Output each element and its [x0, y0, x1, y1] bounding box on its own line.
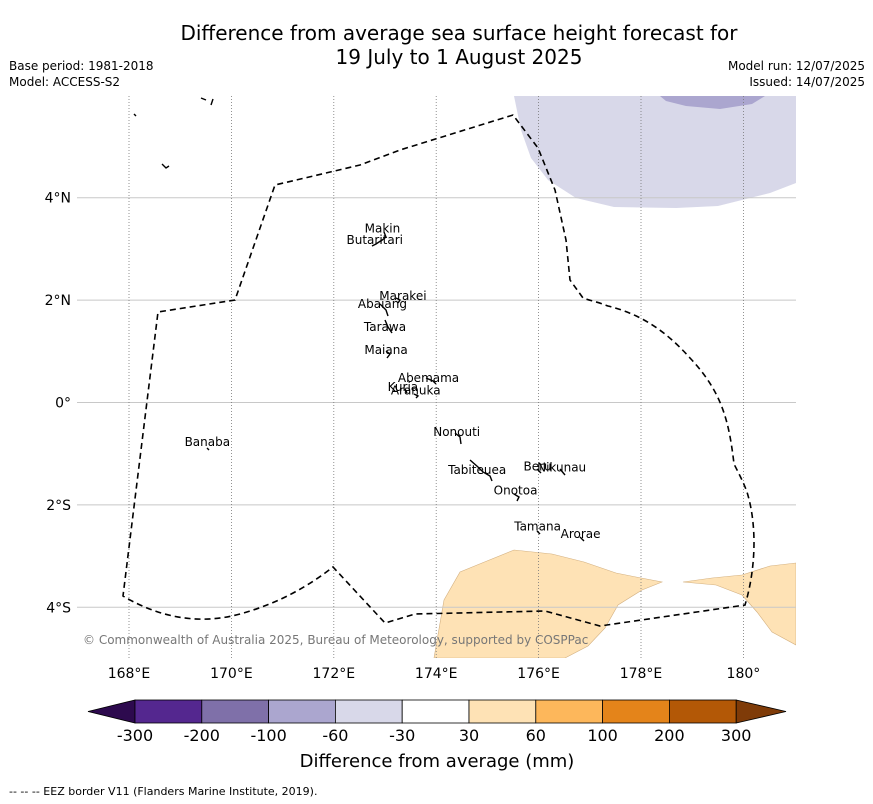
island-label-makin: Makin: [365, 222, 401, 236]
title-line-1: Difference from average sea surface heig…: [180, 21, 738, 45]
colorbar-segment: [334, 699, 403, 724]
island-onotoa-outline: [513, 493, 520, 502]
island-label-tamana: Tamana: [513, 520, 561, 534]
longitude-tick-label: 176°E: [517, 666, 560, 682]
issued-date: Issued: 14/07/2025: [749, 75, 865, 89]
colorbar-tick-label: 100: [587, 726, 618, 745]
longitude-gridlines: [128, 96, 744, 658]
longitude-tick-label: 180°: [727, 666, 761, 682]
longitude-tick-label: 174°E: [415, 666, 458, 682]
run-info: Model run: 12/07/2025 Issued: 14/07/2025: [728, 58, 865, 90]
colorbar-label: Difference from average (mm): [300, 751, 575, 772]
island-label-kuria: Kuria: [388, 380, 419, 394]
colorbar-tick-label: -60: [322, 726, 348, 745]
island-makin-outline: [380, 231, 387, 242]
latitude-tick-label: 4°S: [46, 600, 71, 616]
longitude-axis-labels: 168°E 170°E 172°E 174°E 176°E 178°E 180°: [108, 666, 761, 682]
island-banaba-outline: [206, 447, 210, 451]
island-nikunau-outline: [559, 468, 566, 476]
island-tabiteuea-outline: [469, 459, 493, 482]
island-label-butaritari: Butaritari: [347, 233, 404, 247]
eez-border: [122, 114, 755, 627]
colorbar: -300 -200 -100 -60 -30 30 60 100 200 300 Differen…: [87, 699, 787, 772]
colorbar-tick-label: 200: [654, 726, 685, 745]
island-tarawa-outline: [384, 319, 393, 334]
latitude-axis-labels: 4°N 2°N 0° 2°S 4°S: [45, 191, 72, 617]
anomaly-region-minus-30-to-60: [514, 96, 796, 208]
island-label-onotoa: Onotoa: [494, 484, 538, 498]
island-label-tabiteuea: Tabiteuea: [447, 463, 506, 477]
island-label-banaba: Banaba: [185, 435, 231, 449]
island-label-abemama: Abemama: [398, 371, 459, 385]
model-name: Model: ACCESS-S2: [9, 75, 121, 89]
colorbar-tick-labels: -300 -200 -100 -60 -30 30 60 100 200 300: [117, 726, 752, 745]
island-northwest-outline-4: [161, 163, 170, 169]
island-outlines: [133, 97, 585, 542]
colorbar-segment: [201, 699, 270, 724]
island-maiana-outline: [385, 350, 391, 359]
latitude-tick-label: 2°S: [46, 498, 71, 514]
colorbar-segment: [602, 699, 670, 724]
longitude-tick-label: 170°E: [210, 666, 253, 682]
island-label-maiana: Maiana: [364, 343, 407, 357]
longitude-tick-label: 178°E: [620, 666, 663, 682]
colorbar-tick-label: -200: [184, 726, 220, 745]
model-run: Model run: 12/07/2025: [727, 59, 865, 73]
colorbar-tick-label: 60: [526, 726, 546, 745]
eez-source-note: -- -- -- EEZ border V11 (Flanders Marine…: [9, 785, 318, 798]
colorbar-segments: [87, 699, 787, 724]
anomaly-region-plus-30-to-60-south: [433, 549, 664, 658]
model-info: Base period: 1981-2018 Model: ACCESS-S2: [9, 58, 154, 90]
colorbar-extend-low: [87, 699, 136, 724]
title-line-2: 19 July to 1 August 2025: [335, 45, 583, 69]
island-label-aranuka: Aranuka: [391, 383, 441, 397]
island-label-nonouti: Nonouti: [433, 425, 480, 439]
copyright-notice: © Commonwealth of Australia 2025, Bureau…: [83, 633, 588, 647]
island-abaiang-outline: [379, 303, 389, 317]
island-tamana-outline: [536, 530, 541, 535]
colorbar-segment: [669, 699, 737, 724]
island-label-arorae: Arorae: [561, 527, 601, 541]
colorbar-tick-label: 30: [459, 726, 479, 745]
island-butaritari-outline: [371, 239, 383, 247]
island-label-nikunau: Nikunau: [537, 461, 586, 475]
colorbar-tick-label: -30: [389, 726, 415, 745]
colorbar-segment: [401, 699, 470, 724]
colorbar-extend-high: [735, 699, 787, 724]
island-northwest-outline-1: [133, 113, 137, 117]
colorbar-segment: [535, 699, 603, 724]
island-aranuka-outline: [413, 393, 420, 399]
map-title: Difference from average sea surface heig…: [0, 21, 873, 69]
colorbar-tick-label: 300: [721, 726, 752, 745]
latitude-tick-label: 4°N: [45, 191, 71, 207]
colorbar-tick-label: -100: [250, 726, 286, 745]
colorbar-segment: [134, 699, 203, 724]
island-label-marakei: Marakei: [379, 289, 426, 303]
island-label-abaiang: Abaiang: [358, 297, 407, 311]
colorbar-tick-label: -300: [117, 726, 153, 745]
island-northwest-outline-2: [200, 97, 207, 101]
island-label-beru: Beru: [523, 460, 551, 474]
island-arorae-outline: [579, 536, 585, 542]
island-nonouti-outline: [454, 432, 462, 445]
anomaly-region-plus-30-to-60-east: [682, 562, 796, 646]
longitude-tick-label: 168°E: [108, 666, 151, 682]
island-label-tarawa: Tarawa: [363, 320, 406, 334]
island-northwest-outline-3: [210, 98, 214, 106]
island-marakei-outline: [395, 297, 402, 304]
island-beru-outline: [536, 468, 542, 474]
longitude-tick-label: 172°E: [313, 666, 356, 682]
island-kuria-outline: [404, 388, 408, 394]
base-period: Base period: 1981-2018: [9, 59, 154, 73]
latitude-tick-label: 2°N: [45, 293, 71, 309]
island-abemama-outline: [425, 377, 437, 385]
colorbar-segment: [468, 699, 537, 724]
colorbar-segment: [268, 699, 336, 724]
latitude-tick-label: 0°: [55, 396, 71, 412]
anomaly-region-minus-60-to-100: [660, 96, 765, 109]
